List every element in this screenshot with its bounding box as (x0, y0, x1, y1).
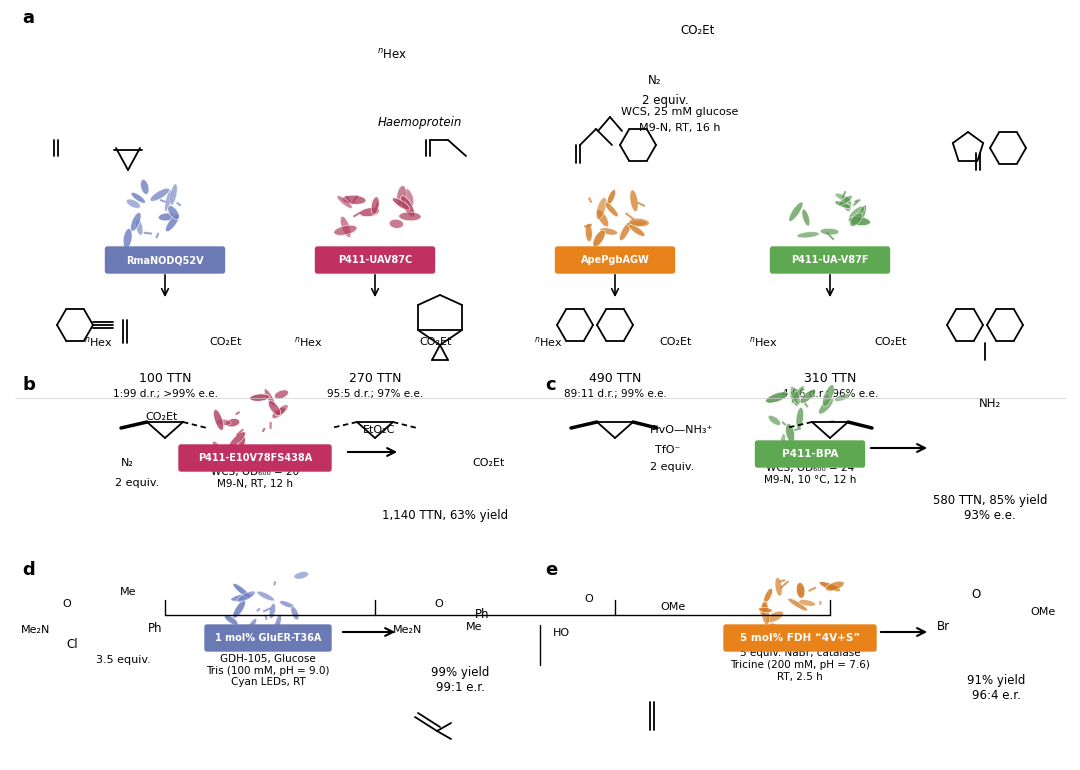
Text: 99% yield
99:1 e.r.: 99% yield 99:1 e.r. (431, 666, 489, 694)
Ellipse shape (126, 199, 140, 208)
Ellipse shape (213, 441, 224, 457)
Ellipse shape (231, 594, 253, 601)
Ellipse shape (620, 222, 632, 241)
Text: 100 TTN: 100 TTN (138, 371, 191, 384)
Text: HO: HO (553, 628, 570, 638)
Ellipse shape (392, 198, 409, 210)
Text: 2 equiv.: 2 equiv. (650, 462, 694, 472)
Ellipse shape (607, 189, 616, 206)
Text: P411-E10V78FS438A: P411-E10V78FS438A (198, 453, 312, 463)
Text: OMe: OMe (1030, 607, 1055, 617)
Ellipse shape (788, 202, 802, 222)
Ellipse shape (820, 228, 839, 235)
Text: Me: Me (120, 587, 136, 597)
Ellipse shape (626, 221, 647, 226)
Text: $^n$Hex: $^n$Hex (84, 335, 113, 349)
Text: P411-UAV87C: P411-UAV87C (338, 255, 413, 265)
Ellipse shape (766, 392, 788, 403)
Ellipse shape (274, 390, 288, 399)
Ellipse shape (849, 206, 865, 220)
Ellipse shape (775, 578, 782, 596)
Text: CO₂Et: CO₂Et (419, 337, 451, 347)
Ellipse shape (764, 588, 772, 603)
Ellipse shape (835, 201, 851, 209)
Ellipse shape (136, 219, 143, 236)
Text: 4:96 d.r.; 96% e.e.: 4:96 d.r.; 96% e.e. (782, 389, 878, 399)
Ellipse shape (337, 196, 352, 209)
Ellipse shape (850, 213, 863, 226)
Ellipse shape (404, 189, 414, 206)
Ellipse shape (268, 400, 281, 416)
Ellipse shape (275, 405, 288, 416)
Ellipse shape (800, 390, 815, 403)
FancyBboxPatch shape (205, 625, 330, 651)
Text: CO₂Et: CO₂Et (145, 412, 177, 422)
Ellipse shape (265, 389, 275, 406)
Ellipse shape (342, 196, 366, 204)
Text: 91% yield
96:4 e.r.: 91% yield 96:4 e.r. (967, 674, 1025, 702)
Text: 2 equiv.: 2 equiv. (642, 93, 689, 106)
Text: N₂: N₂ (121, 458, 134, 468)
Text: Me₂N: Me₂N (21, 625, 50, 635)
Text: 1 mol% NADP⁺
GDH-105, Glucose
Tris (100 mM, pH = 9.0)
Cyan LEDs, RT: 1 mol% NADP⁺ GDH-105, Glucose Tris (100 … (206, 643, 329, 688)
Text: d: d (22, 561, 35, 579)
FancyBboxPatch shape (106, 247, 225, 273)
Text: O: O (62, 599, 71, 609)
Text: a: a (22, 9, 33, 27)
Text: CO₂Et: CO₂Et (874, 337, 906, 347)
Ellipse shape (768, 415, 781, 425)
Text: 5 mol% FDH “4V+S”: 5 mol% FDH “4V+S” (740, 633, 860, 643)
Text: P411-UA-V87F: P411-UA-V87F (792, 255, 868, 265)
Ellipse shape (389, 219, 404, 228)
Ellipse shape (131, 192, 146, 203)
Ellipse shape (585, 223, 592, 242)
Ellipse shape (835, 193, 851, 202)
Ellipse shape (165, 189, 172, 212)
FancyBboxPatch shape (315, 247, 434, 273)
Ellipse shape (245, 618, 257, 634)
Ellipse shape (131, 213, 141, 231)
Text: b: b (22, 376, 35, 394)
Ellipse shape (792, 386, 805, 403)
Text: OMe: OMe (660, 602, 685, 612)
Ellipse shape (605, 203, 618, 217)
Text: EtO₂C: EtO₂C (363, 425, 395, 435)
Ellipse shape (785, 424, 795, 443)
Ellipse shape (229, 432, 245, 447)
Text: Me: Me (465, 622, 483, 632)
Ellipse shape (249, 394, 269, 401)
FancyBboxPatch shape (179, 445, 330, 471)
Text: ApePgbAGW: ApePgbAGW (581, 255, 649, 265)
Text: 89:11 d.r.; 99% e.e.: 89:11 d.r.; 99% e.e. (564, 389, 666, 399)
Ellipse shape (849, 216, 870, 226)
Text: O: O (584, 594, 593, 604)
Text: Cl: Cl (66, 638, 78, 651)
Text: $^n$Hex: $^n$Hex (377, 48, 407, 62)
Ellipse shape (233, 601, 245, 618)
Text: Ph: Ph (148, 621, 162, 634)
Ellipse shape (796, 407, 804, 429)
Ellipse shape (334, 225, 357, 236)
Ellipse shape (167, 206, 179, 219)
Ellipse shape (788, 598, 808, 611)
Text: 1:99 d.r.; >99% e.e.: 1:99 d.r.; >99% e.e. (112, 389, 217, 399)
Ellipse shape (791, 387, 800, 404)
Ellipse shape (294, 571, 309, 579)
Ellipse shape (269, 604, 275, 618)
Text: 490 TTN: 490 TTN (589, 371, 642, 384)
Ellipse shape (396, 186, 406, 206)
Ellipse shape (802, 209, 810, 226)
Ellipse shape (760, 601, 768, 616)
Ellipse shape (372, 197, 379, 214)
Text: WCS, OD₆₀₀ = 24
M9-N, 10 °C, 12 h: WCS, OD₆₀₀ = 24 M9-N, 10 °C, 12 h (764, 464, 856, 485)
Text: $^n$Hex: $^n$Hex (294, 335, 323, 349)
Text: c: c (545, 376, 555, 394)
Ellipse shape (238, 436, 245, 451)
Text: 5 equiv. NaBr, catalase
Tricine (200 mM, pH = 7.6)
RT, 2.5 h: 5 equiv. NaBr, catalase Tricine (200 mM,… (730, 648, 869, 681)
FancyBboxPatch shape (770, 247, 890, 273)
Text: Haemoprotein: Haemoprotein (378, 116, 462, 129)
Ellipse shape (838, 196, 852, 206)
Ellipse shape (630, 190, 638, 212)
Ellipse shape (226, 419, 240, 427)
FancyBboxPatch shape (724, 625, 876, 651)
